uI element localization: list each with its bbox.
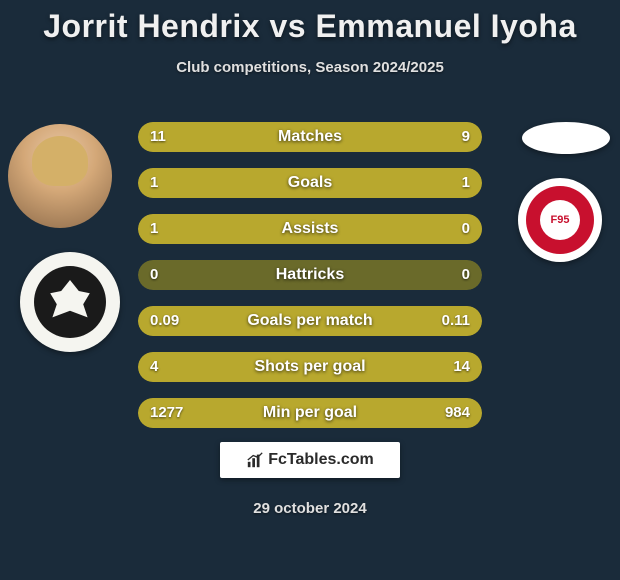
- stat-row: 119Matches: [138, 122, 482, 152]
- stats-bars: 119Matches 11Goals 10Assists 00Hattricks 0.0…: [138, 122, 482, 444]
- club-badge-left: [20, 252, 120, 352]
- stat-label: Assists: [138, 214, 482, 244]
- date-text: 29 october 2024: [0, 500, 620, 517]
- infographic-root: Jorrit Hendrix vs Emmanuel Iyoha Club co…: [0, 0, 620, 580]
- club-badge-right-inner: F95: [526, 186, 594, 254]
- logo-text: FcTables.com: [268, 451, 374, 469]
- stat-row: 10Assists: [138, 214, 482, 244]
- page-title: Jorrit Hendrix vs Emmanuel Iyoha: [0, 0, 620, 45]
- eagle-icon: [48, 280, 92, 324]
- stat-label: Shots per goal: [138, 352, 482, 382]
- stat-label: Hattricks: [138, 260, 482, 290]
- stat-row: 11Goals: [138, 168, 482, 198]
- player-right-name: Emmanuel Iyoha: [315, 8, 576, 44]
- stat-row: 1277984Min per goal: [138, 398, 482, 428]
- stat-label: Goals: [138, 168, 482, 198]
- fctables-logo: FcTables.com: [220, 442, 400, 478]
- stat-row: 00Hattricks: [138, 260, 482, 290]
- chart-icon: [246, 451, 264, 469]
- subtitle: Club competitions, Season 2024/2025: [0, 59, 620, 76]
- club-badge-right-text: F95: [540, 200, 580, 240]
- stat-label: Min per goal: [138, 398, 482, 428]
- player-right-photo: [522, 122, 610, 154]
- stat-label: Goals per match: [138, 306, 482, 336]
- player-left-photo: [8, 124, 112, 228]
- stat-row: 0.090.11Goals per match: [138, 306, 482, 336]
- club-badge-left-inner: [34, 266, 106, 338]
- player-left-name: Jorrit Hendrix: [43, 8, 260, 44]
- club-badge-right: F95: [518, 178, 602, 262]
- vs-text: vs: [269, 8, 306, 44]
- stat-label: Matches: [138, 122, 482, 152]
- stat-row: 414Shots per goal: [138, 352, 482, 382]
